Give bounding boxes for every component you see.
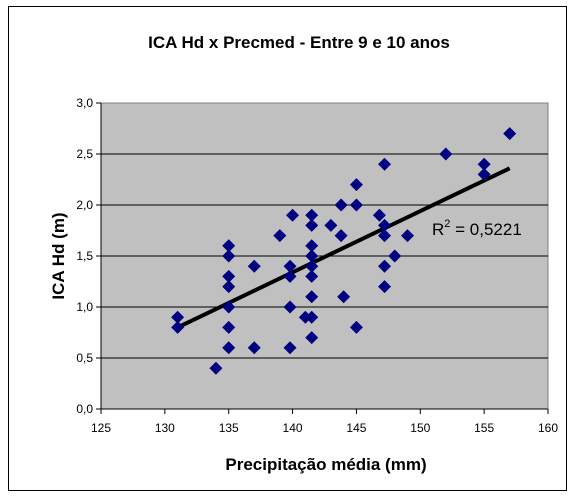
- x-tick-label: 160: [538, 421, 558, 435]
- data-point: [334, 198, 348, 212]
- data-point: [378, 229, 392, 243]
- data-point: [349, 198, 363, 212]
- y-axis-title: ICA Hd (m): [49, 212, 68, 299]
- data-point: [388, 249, 402, 263]
- data-point: [283, 269, 297, 283]
- data-point: [171, 320, 185, 334]
- r-squared-label: R2 = 0,5221: [432, 218, 522, 239]
- x-tick-labels: 125 130 135 140 145 150 155 160: [91, 409, 558, 435]
- data-point: [209, 361, 223, 375]
- data-point: [349, 178, 363, 192]
- data-point: [378, 218, 392, 232]
- data-point: [247, 341, 261, 355]
- data-points: [171, 127, 517, 375]
- x-tick-label: 140: [283, 421, 303, 435]
- data-point: [337, 290, 351, 304]
- data-point: [283, 300, 297, 314]
- data-point: [305, 239, 319, 253]
- data-point: [222, 269, 236, 283]
- x-tick-label: 125: [91, 421, 111, 435]
- data-point: [273, 229, 287, 243]
- data-point: [171, 310, 185, 324]
- data-point: [378, 259, 392, 273]
- data-point: [477, 167, 491, 181]
- chart-title: ICA Hd x Precmed - Entre 9 e 10 anos: [148, 33, 450, 52]
- data-point: [334, 229, 348, 243]
- data-point: [305, 269, 319, 283]
- data-point: [247, 259, 261, 273]
- y-tick-label: 2,0: [76, 198, 93, 212]
- x-tick-label: 155: [474, 421, 494, 435]
- data-point: [222, 320, 236, 334]
- data-point: [378, 280, 392, 294]
- data-point: [305, 310, 319, 324]
- y-tick-label: 0,5: [76, 351, 93, 365]
- data-point: [286, 208, 300, 222]
- data-point: [222, 239, 236, 253]
- trendline: [176, 166, 511, 330]
- data-point: [477, 157, 491, 171]
- data-point: [222, 300, 236, 314]
- data-point: [222, 280, 236, 294]
- data-point: [283, 259, 297, 273]
- data-point: [401, 229, 415, 243]
- data-point: [439, 147, 453, 161]
- data-point: [305, 249, 319, 263]
- data-point: [305, 259, 319, 273]
- data-point: [305, 331, 319, 345]
- data-point: [503, 127, 517, 141]
- data-point: [324, 218, 338, 232]
- data-point: [222, 341, 236, 355]
- data-point: [305, 290, 319, 304]
- y-tick-labels: 0,0 0,5 1,0 1,5 2,0 2,5 3,0: [76, 96, 101, 416]
- x-tick-label: 150: [410, 421, 430, 435]
- data-point: [349, 320, 363, 334]
- y-tick-label: 0,0: [76, 402, 93, 416]
- x-axis-title: Precipitação média (mm): [225, 455, 426, 474]
- x-tick-label: 130: [155, 421, 175, 435]
- x-tick-label: 135: [219, 421, 239, 435]
- data-point: [305, 208, 319, 222]
- data-point: [372, 208, 386, 222]
- data-point: [378, 157, 392, 171]
- data-point: [283, 341, 297, 355]
- data-point: [222, 249, 236, 263]
- y-tick-label: 1,5: [76, 249, 93, 263]
- data-point: [305, 218, 319, 232]
- y-tick-label: 3,0: [76, 96, 93, 110]
- y-tick-label: 2,5: [76, 147, 93, 161]
- y-tick-label: 1,0: [76, 300, 93, 314]
- x-tick-label: 145: [346, 421, 366, 435]
